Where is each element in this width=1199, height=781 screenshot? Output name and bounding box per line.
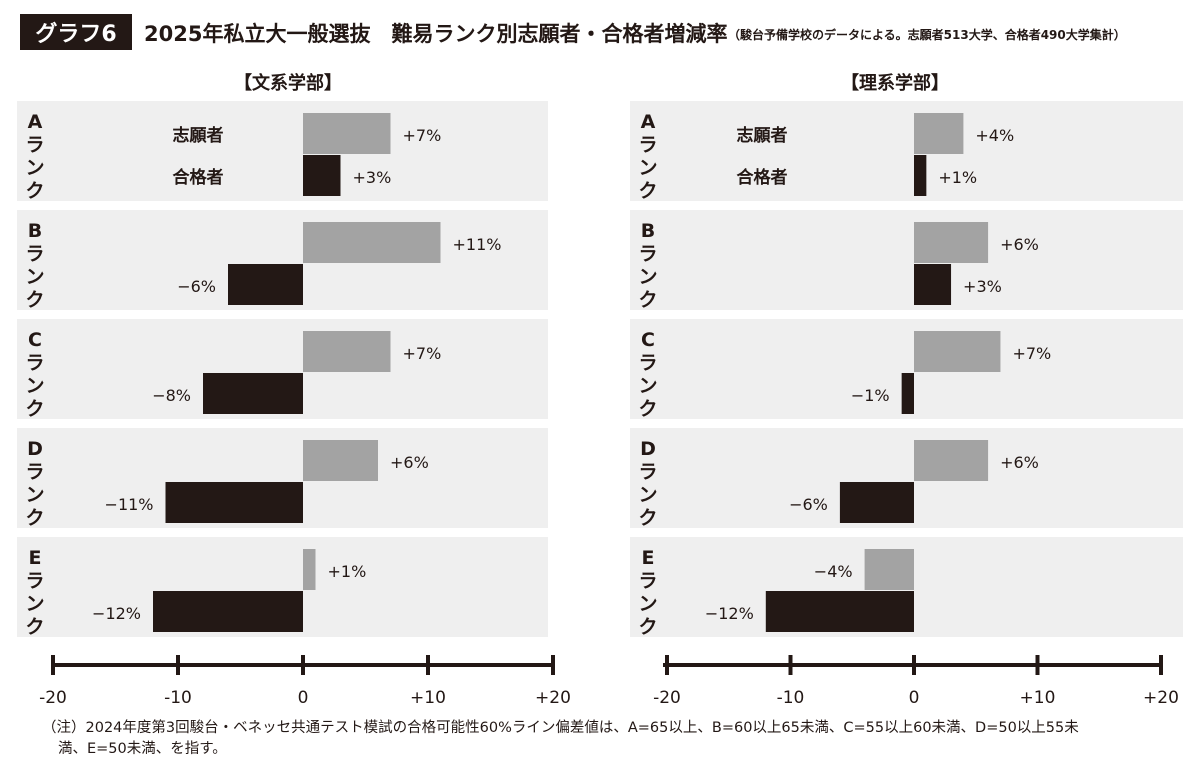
rank-band: [630, 101, 1183, 201]
x-tick-label: 0: [909, 688, 920, 708]
footnote: （注）2024年度第3回駿台・ベネッセ共通テスト模試の合格可能性60%ライン偏差…: [42, 718, 1190, 760]
rank-label: A ランク: [25, 111, 44, 202]
x-tick-label: +20: [1143, 688, 1179, 708]
bar-applicants: [303, 113, 391, 154]
graph-number-tag: グラフ6: [20, 14, 132, 50]
data-label: +7%: [403, 126, 442, 145]
bar-passers: [203, 373, 303, 414]
data-label: +6%: [390, 453, 429, 472]
legend-applicants: 志願者: [737, 125, 788, 146]
rank-label: E ランク: [638, 547, 657, 638]
data-label: −6%: [789, 495, 828, 514]
bar-applicants: [864, 549, 914, 590]
bar-passers: [901, 373, 914, 414]
footnote-line-2: 満、E=50未満、を指す。: [58, 741, 227, 757]
data-label: −1%: [851, 386, 890, 405]
data-label: +6%: [1000, 235, 1039, 254]
bar-passers: [765, 591, 914, 632]
footnote-line-1: （注）2024年度第3回駿台・ベネッセ共通テスト模試の合格可能性60%ライン偏差…: [42, 720, 1079, 736]
bar-passers: [228, 264, 303, 305]
data-label: +3%: [353, 168, 392, 187]
rank-label: A ランク: [638, 111, 657, 202]
x-tick-label: -20: [39, 688, 67, 708]
legend-passers: 合格者: [737, 167, 788, 188]
bar-applicants: [303, 440, 378, 481]
chart-title: 2025年私立大一般選抜 難易ランク別志願者・合格者増減率: [144, 22, 728, 46]
bar-applicants: [914, 440, 989, 481]
rank-label: C ランク: [638, 329, 657, 420]
panel-title: 【文系学部】: [234, 72, 342, 94]
data-label: +7%: [403, 344, 442, 363]
data-label: +4%: [975, 126, 1014, 145]
data-label: +7%: [1012, 344, 1051, 363]
rank-label: B ランク: [638, 220, 657, 311]
bar-passers: [165, 482, 303, 523]
data-label: +1%: [938, 168, 977, 187]
data-label: +3%: [963, 277, 1002, 296]
bar-passers: [914, 155, 927, 196]
bar-applicants: [303, 331, 391, 372]
data-label: +11%: [453, 235, 502, 254]
legend-applicants: 志願者: [173, 125, 224, 146]
rank-label: D ランク: [638, 438, 657, 529]
x-tick-label: -10: [164, 688, 192, 708]
rank-band: [630, 210, 1183, 310]
rank-label: D ランク: [25, 438, 44, 529]
data-label: −6%: [177, 277, 216, 296]
data-label: −4%: [814, 562, 853, 581]
bar-applicants: [914, 222, 989, 263]
rank-label: C ランク: [25, 329, 44, 420]
bar-passers: [303, 155, 341, 196]
x-tick-label: -20: [653, 688, 681, 708]
source-note: （駿台予備学校のデータによる。志願者513大学、合格者490大学集計）: [728, 28, 1126, 42]
x-tick-label: +10: [410, 688, 446, 708]
data-label: +6%: [1000, 453, 1039, 472]
legend-passers: 合格者: [173, 167, 224, 188]
bar-applicants: [914, 113, 964, 154]
bar-applicants: [303, 549, 316, 590]
x-tick-label: 0: [298, 688, 309, 708]
bar-applicants: [914, 331, 1001, 372]
bar-passers: [839, 482, 914, 523]
data-label: +1%: [328, 562, 367, 581]
x-tick-label: +10: [1020, 688, 1056, 708]
rank-label: B ランク: [25, 220, 44, 311]
bar-applicants: [303, 222, 441, 263]
bar-passers: [153, 591, 303, 632]
data-label: −12%: [705, 604, 754, 623]
data-label: −11%: [105, 495, 154, 514]
data-label: −8%: [152, 386, 191, 405]
rank-band: [17, 101, 548, 201]
x-tick-label: +20: [535, 688, 571, 708]
x-tick-label: -10: [777, 688, 805, 708]
panel-title: 【理系学部】: [841, 72, 949, 94]
rank-label: E ランク: [25, 547, 44, 638]
bar-passers: [914, 264, 952, 305]
data-label: −12%: [92, 604, 141, 623]
